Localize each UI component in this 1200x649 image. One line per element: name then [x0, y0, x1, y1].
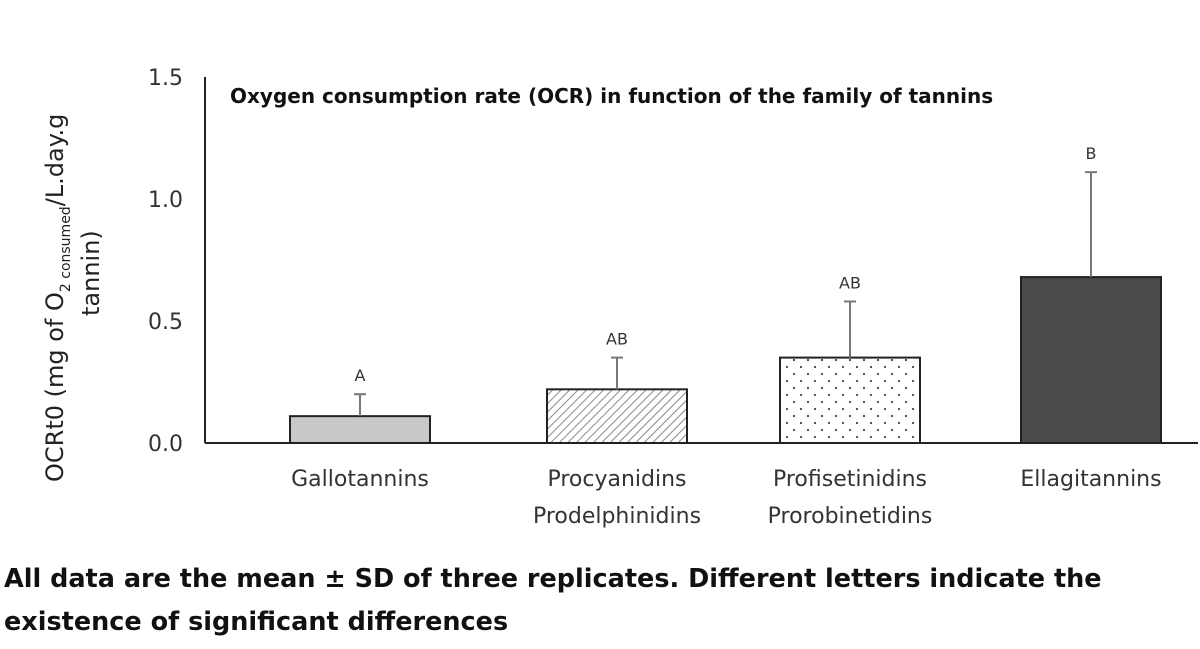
x-category-label: Gallotannins	[291, 467, 429, 492]
y-axis-label-subscript: 2 consumed	[58, 206, 74, 292]
y-axis-label-prefix: OCRt0 (mg of O	[41, 292, 69, 482]
x-category-label: Procyanidins	[547, 467, 686, 492]
y-axis-label-suffix: /L.day.g	[41, 114, 69, 207]
figure-caption: All data are the mean ± SD of three repl…	[4, 564, 1102, 637]
significance-letter: AB	[839, 273, 861, 292]
significance-letter: AB	[606, 330, 628, 349]
bar	[1020, 276, 1162, 444]
x-category-label: Prorobinetidins	[768, 504, 933, 529]
significance-letter: A	[355, 366, 366, 385]
x-labels: Gallotannins Procyanidins Prodelphinidins P…	[291, 467, 1161, 529]
y-axis-label-line2: tannin)	[77, 230, 105, 316]
bar	[779, 356, 921, 445]
y-tick-label: 0.5	[148, 310, 183, 335]
bar	[289, 415, 431, 445]
bar	[546, 388, 688, 445]
significance-letter: B	[1086, 144, 1097, 163]
bars: A AB AB B	[289, 144, 1162, 445]
svg-text:OCRt0 (mg of O2 consumed/L.day: OCRt0 (mg of O2 consumed/L.day.g	[41, 114, 74, 482]
y-tick-label: 0.0	[148, 432, 183, 457]
y-tick-label: 1.5	[148, 66, 183, 91]
y-tick-label: 1.0	[148, 188, 183, 213]
x-category-label: Profisetinidins	[773, 467, 927, 492]
chart: Oxygen consumption rate (OCR) in functio…	[41, 66, 1198, 529]
x-category-label: Ellagitannins	[1020, 467, 1161, 492]
y-ticks: 0.0 0.5 1.0 1.5	[148, 66, 183, 457]
y-axis-label: OCRt0 (mg of O2 consumed/L.day.g tannin)	[41, 114, 105, 482]
x-category-label: Prodelphinidins	[533, 504, 701, 529]
chart-title: Oxygen consumption rate (OCR) in functio…	[230, 84, 993, 108]
